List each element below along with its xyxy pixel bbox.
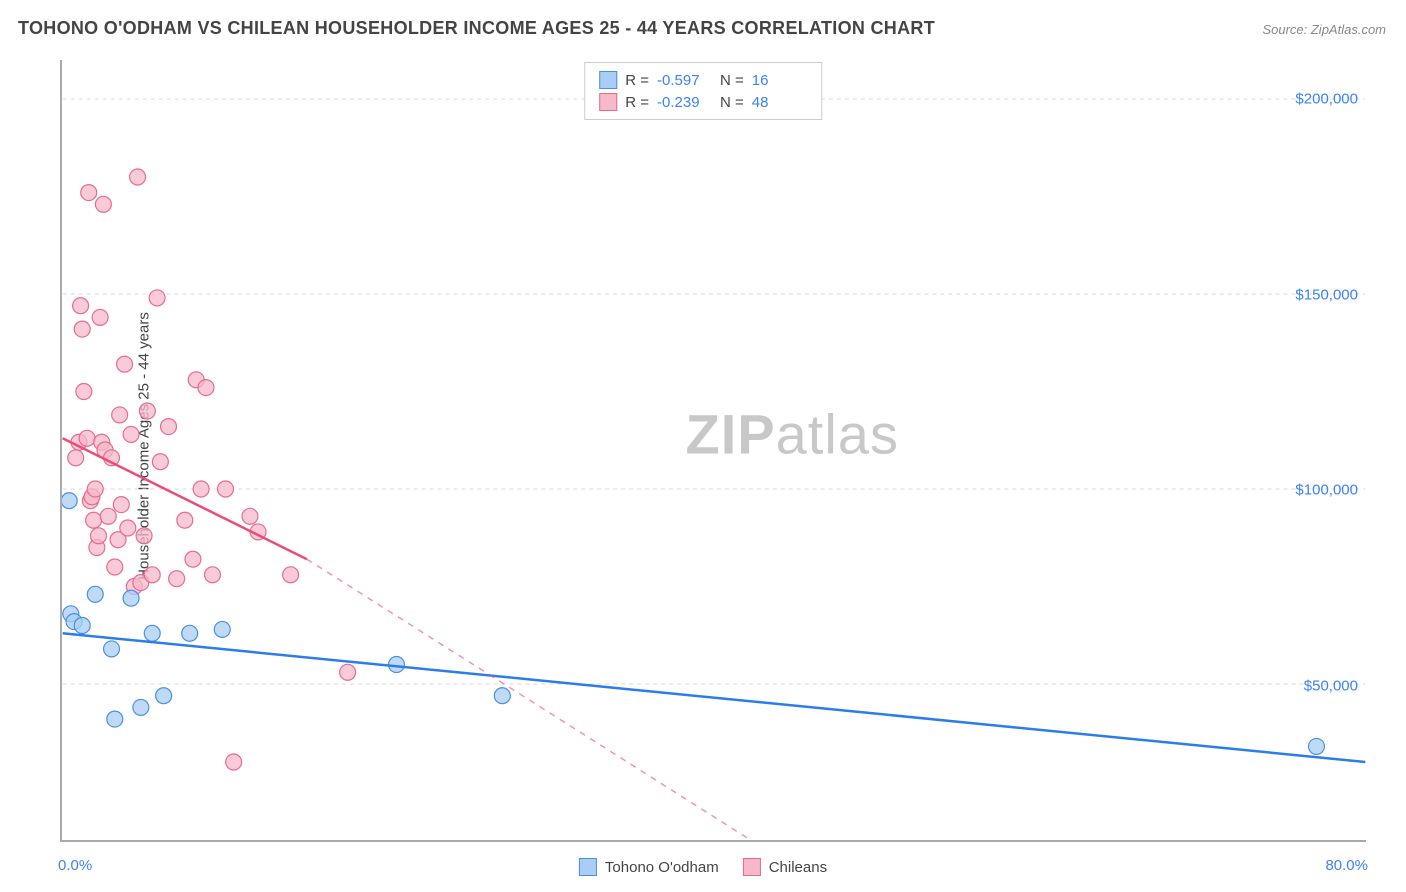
plot-area: ZIPatlas bbox=[60, 60, 1366, 842]
y-tick-label: $150,000 bbox=[1295, 286, 1358, 303]
r-label: R = bbox=[625, 94, 649, 111]
n-value-series-2: 48 bbox=[752, 94, 807, 111]
swatch-series-2 bbox=[599, 93, 617, 111]
r-value-series-2: -0.239 bbox=[657, 94, 712, 111]
stats-row-series-2: R = -0.239 N = 48 bbox=[599, 91, 807, 113]
source-attribution: Source: ZipAtlas.com bbox=[1262, 22, 1386, 37]
swatch-series-1 bbox=[599, 71, 617, 89]
n-label: N = bbox=[720, 94, 744, 111]
legend-label-series-1: Tohono O'odham bbox=[605, 859, 719, 876]
legend-label-series-2: Chileans bbox=[769, 859, 827, 876]
legend-swatch-series-2 bbox=[743, 858, 761, 876]
legend-item-series-1: Tohono O'odham bbox=[579, 858, 719, 876]
n-label: N = bbox=[720, 72, 744, 89]
y-tick-label: $200,000 bbox=[1295, 91, 1358, 108]
x-axis-end-label: 80.0% bbox=[1325, 857, 1368, 874]
y-tick-label: $100,000 bbox=[1295, 482, 1358, 499]
chart-container: TOHONO O'ODHAM VS CHILEAN HOUSEHOLDER IN… bbox=[0, 0, 1406, 892]
scatter-plot-svg bbox=[62, 60, 1366, 840]
n-value-series-1: 16 bbox=[752, 72, 807, 89]
correlation-stats-legend: R = -0.597 N = 16 R = -0.239 N = 48 bbox=[584, 62, 822, 120]
r-value-series-1: -0.597 bbox=[657, 72, 712, 89]
y-tick-label: $50,000 bbox=[1304, 677, 1358, 694]
legend-item-series-2: Chileans bbox=[743, 858, 827, 876]
series-legend: Tohono O'odham Chileans bbox=[579, 858, 827, 876]
r-label: R = bbox=[625, 72, 649, 89]
stats-row-series-1: R = -0.597 N = 16 bbox=[599, 69, 807, 91]
chart-title: TOHONO O'ODHAM VS CHILEAN HOUSEHOLDER IN… bbox=[18, 18, 935, 39]
x-axis-start-label: 0.0% bbox=[58, 857, 92, 874]
legend-swatch-series-1 bbox=[579, 858, 597, 876]
